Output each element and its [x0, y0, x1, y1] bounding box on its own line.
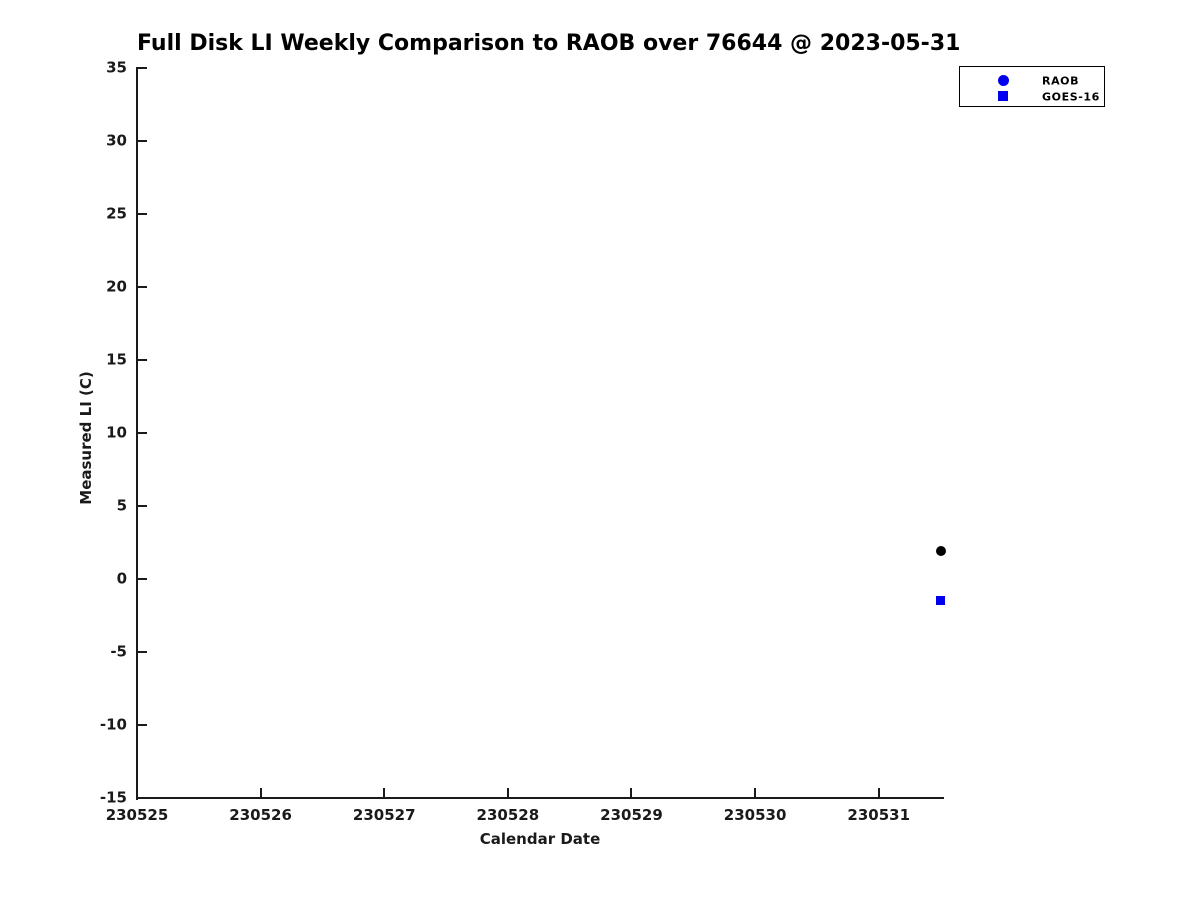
y-tick	[138, 651, 147, 653]
y-tick	[138, 67, 147, 69]
y-tick-label: 10	[106, 423, 127, 442]
x-axis-label: Calendar Date	[479, 830, 601, 848]
x-tick	[877, 788, 880, 797]
y-tick-label: 15	[106, 350, 127, 369]
x-tick-label: 230527	[352, 806, 416, 824]
x-tick-label: 230526	[229, 806, 292, 824]
x-tick	[259, 788, 262, 797]
y-tick	[138, 359, 147, 361]
raob-circle-icon	[998, 75, 1009, 86]
goes-16-data-point	[936, 596, 946, 606]
x-tick	[136, 788, 138, 797]
y-tick-label: -10	[99, 715, 127, 734]
y-tick	[138, 140, 147, 142]
y-tick-label: 20	[106, 277, 127, 296]
x-tick-label: 230525	[105, 806, 169, 824]
x-tick-label: 230531	[847, 806, 911, 824]
legend-box: RAOB GOES-16	[959, 66, 1105, 107]
y-tick	[138, 578, 147, 580]
x-tick	[630, 788, 633, 797]
y-axis-spine	[136, 67, 138, 800]
x-tick-label: 230528	[476, 806, 540, 824]
goes16-square-icon	[998, 91, 1008, 101]
x-tick	[383, 788, 386, 797]
x-tick	[506, 788, 509, 797]
plot-area: -15 -10 -5 0 5 10 15 20 25 30 35 230525 230526 230527…	[100, 60, 946, 823]
y-tick-label: -15	[99, 788, 127, 807]
x-tick-label: 230530	[723, 806, 787, 824]
y-tick-label: 5	[116, 496, 127, 515]
raob-data-point	[935, 546, 946, 557]
y-tick	[138, 213, 147, 215]
y-tick-label: 0	[116, 569, 127, 588]
y-tick	[138, 505, 147, 507]
y-tick	[138, 797, 147, 799]
y-tick	[138, 286, 147, 288]
legend-label-goes16: GOES-16	[1042, 90, 1100, 103]
legend-entry-goes16: GOES-16	[960, 88, 1104, 105]
y-tick-label: 25	[106, 204, 127, 223]
y-tick-label: -5	[110, 642, 127, 661]
legend-entry-raob: RAOB	[960, 72, 1104, 89]
legend-label-raob: RAOB	[1042, 74, 1080, 87]
x-tick	[754, 788, 757, 797]
chart-title: Full Disk LI Weekly Comparison to RAOB o…	[137, 31, 961, 56]
y-axis-label: Measured LI (C)	[77, 371, 95, 505]
y-tick-label: 30	[106, 131, 127, 150]
x-axis-spine	[136, 797, 944, 799]
y-tick-label: 35	[106, 58, 127, 77]
y-tick	[138, 432, 147, 434]
x-tick-label: 230529	[600, 806, 663, 824]
y-tick	[138, 724, 147, 726]
